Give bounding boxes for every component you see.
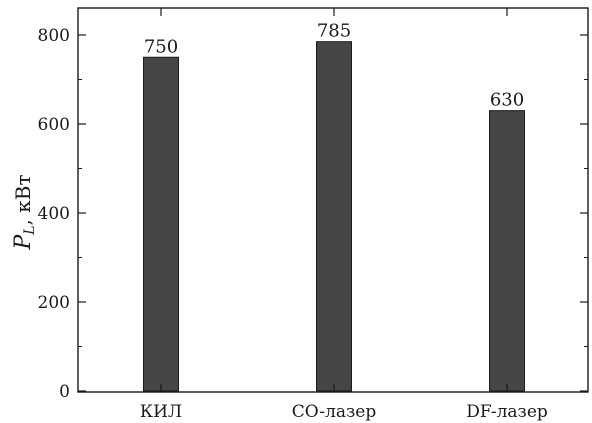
data-label-0: 750 bbox=[144, 36, 178, 57]
y-axis-label: PL, кВт bbox=[11, 174, 38, 250]
bar-1 bbox=[316, 41, 352, 392]
y-tick-label-400: 400 bbox=[38, 204, 70, 224]
bar-2 bbox=[489, 110, 525, 392]
plot-area: 0 200 400 600 800 750 КИЛ 785 CO-лазер 630 DF-лазе… bbox=[38, 7, 589, 422]
plot-frame bbox=[77, 7, 589, 393]
y-axis-subscript: L bbox=[22, 225, 38, 235]
x-tick-label-1: CO-лазер bbox=[292, 402, 377, 422]
y-tick-label-0: 0 bbox=[59, 382, 70, 402]
x-tick-label-0: КИЛ bbox=[140, 402, 182, 422]
x-tick-label-2: DF-лазер bbox=[466, 402, 548, 422]
y-tick-label-800: 800 bbox=[38, 26, 70, 46]
y-tick-label-600: 600 bbox=[38, 115, 70, 135]
bar-0 bbox=[143, 56, 179, 392]
y-axis-unit: , кВт bbox=[11, 174, 35, 225]
y-axis-symbol: P bbox=[11, 234, 36, 251]
data-label-2: 630 bbox=[490, 90, 524, 111]
y-tick-label-200: 200 bbox=[38, 293, 70, 313]
data-label-1: 785 bbox=[317, 21, 351, 42]
